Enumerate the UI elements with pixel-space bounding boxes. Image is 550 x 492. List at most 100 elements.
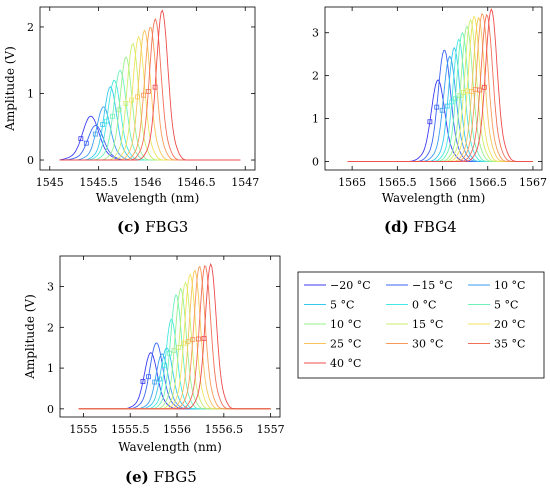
caption-text: FBG5 [153, 468, 197, 486]
series-marker [472, 86, 478, 92]
x-tick-label: 1565 [338, 176, 366, 189]
series-marker [129, 97, 135, 103]
series-line [59, 106, 241, 161]
x-tick-label: 1567 [519, 176, 547, 189]
series-marker [157, 376, 162, 382]
series-line [347, 31, 533, 162]
x-tick-label: 1546.5 [177, 176, 216, 189]
axes-frame [59, 255, 281, 418]
series-marker [457, 93, 463, 99]
legend-label: 25 °C [330, 338, 361, 351]
series-line [78, 262, 271, 410]
series-marker [464, 88, 470, 94]
x-axis-label: Wavelength (nm) [96, 191, 200, 205]
y-tick-label: 2 [27, 21, 34, 34]
x-tick-label: 1555.5 [111, 423, 150, 436]
series-marker [110, 113, 115, 119]
legend-label: 5 °C [330, 299, 354, 312]
series-marker [78, 136, 84, 142]
series-line [347, 8, 533, 162]
series-line [78, 318, 271, 410]
series-marker [116, 107, 122, 113]
axes-frame [39, 6, 256, 171]
series-marker [439, 107, 445, 113]
series-marker [481, 84, 487, 90]
legend-label: −20 °C [330, 279, 371, 292]
legend-label: −15 °C [412, 279, 453, 292]
series-marker [452, 96, 458, 102]
series-marker [434, 104, 440, 110]
legend-label: 20 °C [494, 318, 525, 331]
series-marker [146, 374, 151, 380]
series-line [347, 25, 533, 162]
x-tick-label: 1566.5 [469, 176, 508, 189]
x-tick-label: 1566 [429, 176, 457, 189]
series-marker [201, 336, 207, 341]
legend-label: 40 °C [330, 357, 361, 370]
series-marker [100, 121, 106, 127]
x-tick-label: 1557 [257, 423, 285, 436]
caption-tag: (d) [384, 218, 409, 236]
series-line [59, 86, 241, 161]
series-marker [180, 340, 186, 346]
y-tick-label: 0 [312, 155, 319, 168]
y-tick-label: 1 [27, 87, 34, 100]
legend-label: 30 °C [412, 338, 443, 351]
legend-label: 15 °C [412, 318, 443, 331]
series-marker [185, 338, 191, 344]
x-tick-label: 1565.5 [378, 176, 417, 189]
series-marker [171, 347, 177, 353]
series-group [59, 9, 241, 161]
legend-label: 10 °C [494, 279, 525, 292]
y-tick-label: 0 [47, 403, 54, 416]
caption-fbg5: (e) FBG5 [125, 468, 197, 486]
series-marker [176, 344, 182, 350]
series-line [347, 38, 533, 162]
series-line [347, 16, 533, 162]
x-axis-label: Wavelength (nm) [382, 191, 486, 205]
y-tick-label: 2 [312, 70, 319, 83]
series-marker [152, 379, 158, 385]
series-marker [166, 350, 172, 356]
series-line [59, 69, 241, 161]
series-group [347, 8, 533, 162]
x-tick-label: 1556 [163, 423, 191, 436]
caption-fbg4: (d) FBG4 [384, 218, 457, 236]
series-line [78, 293, 271, 410]
x-tick-label: 1546 [134, 176, 162, 189]
x-tick-label: 1545 [36, 176, 64, 189]
series-line [347, 13, 533, 162]
series-line [78, 342, 271, 410]
caption-tag: (c) [117, 218, 141, 236]
series-marker [104, 118, 110, 124]
legend-label: 0 °C [412, 299, 436, 312]
y-tick-label: 2 [47, 321, 54, 334]
legend-label: 10 °C [330, 318, 361, 331]
series-marker [140, 379, 146, 384]
series-marker [140, 92, 146, 98]
x-tick-label: 1545.5 [79, 176, 118, 189]
series-marker [449, 99, 455, 105]
y-tick-label: 1 [312, 113, 319, 126]
series-line [347, 79, 533, 162]
legend: −20 °C −15 °C 10 °C 5 °C 0 °C 5 °C 10 °C 15 °C 2… [297, 271, 545, 379]
legend-label: 5 °C [494, 299, 518, 312]
series-marker [135, 94, 140, 100]
y-axis-label: Amplitude (V) [3, 46, 17, 132]
series-marker [123, 100, 129, 106]
series-marker [162, 362, 168, 368]
series-line [347, 12, 533, 162]
series-marker [190, 337, 196, 342]
x-tick-label: 1547 [231, 176, 259, 189]
x-tick-label: 1555 [69, 423, 97, 436]
caption-tag: (e) [125, 468, 149, 486]
caption-text: FBG3 [145, 218, 189, 236]
series-marker [195, 336, 201, 342]
caption-text: FBG4 [413, 218, 457, 236]
series-marker [83, 140, 89, 146]
axes-frame [324, 6, 543, 171]
series-marker [92, 131, 98, 137]
x-axis-label: Wavelength (nm) [118, 440, 222, 454]
panel-fbg3-chart: 1545 1545.5 1546 1546.5 1547 0 1 2 Wavelength (n… [3, 6, 259, 205]
